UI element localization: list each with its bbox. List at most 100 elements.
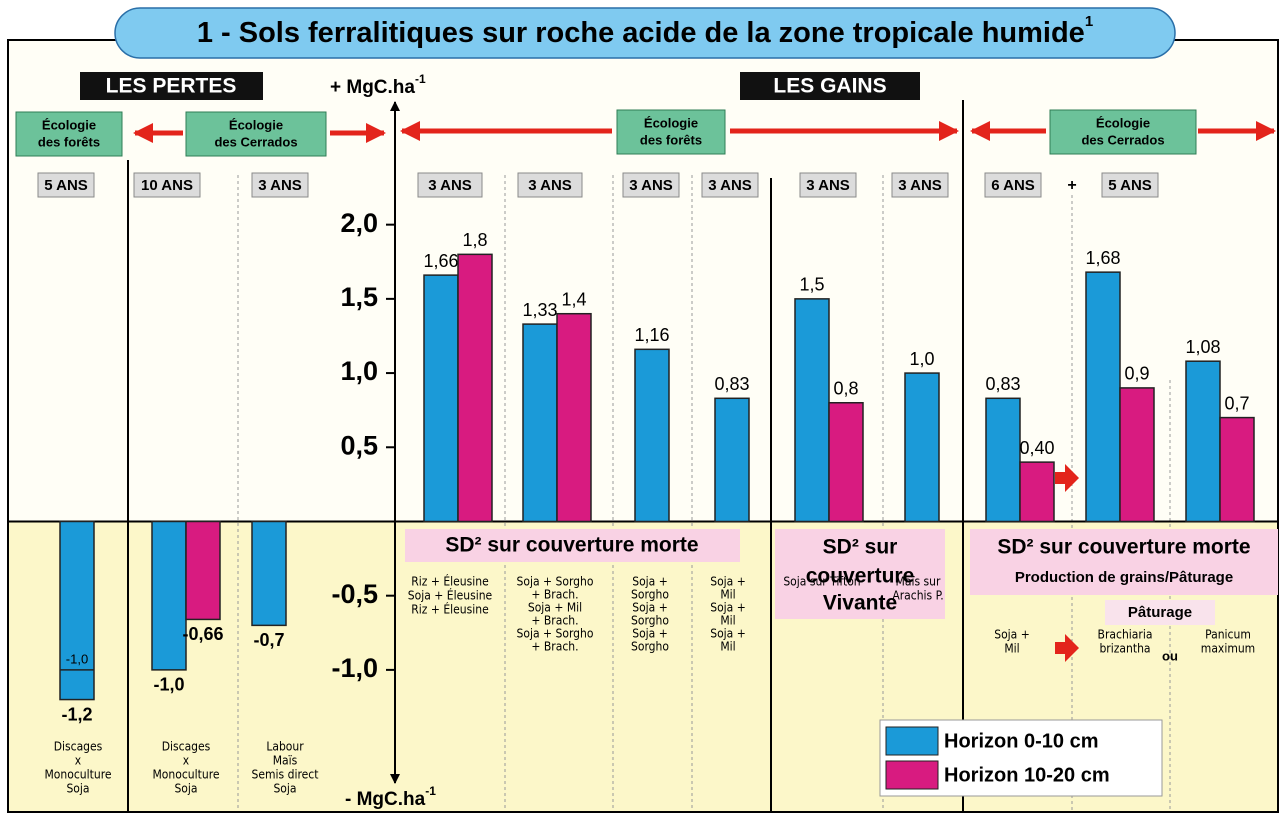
ecology-box: [185, 111, 327, 157]
duration-box: [891, 172, 949, 198]
note: x: [75, 754, 82, 768]
ecology-box: [616, 109, 726, 155]
value-label: -1,0: [153, 675, 184, 695]
pasture-box: [1105, 600, 1215, 625]
duration-box: [799, 172, 857, 198]
y-tick-label: -0,5: [331, 579, 378, 609]
dashed-dividers: [237, 175, 1171, 811]
ecology-label: Écologie: [644, 115, 698, 130]
note: Soja + Sorgho: [517, 627, 594, 641]
plus-sign: +: [1067, 177, 1076, 194]
bar: [904, 372, 940, 523]
y-label-bottom: - MgC.ha-1: [345, 784, 436, 810]
duration-label: 3 ANS: [806, 177, 850, 194]
value-label: 1,4: [561, 289, 586, 309]
note: Sorgho: [631, 588, 669, 602]
duration-box: [701, 172, 759, 198]
value-label: 1,33: [522, 300, 557, 320]
bar: [522, 323, 558, 523]
value-label: 1,8: [462, 230, 487, 250]
ecology-box: [15, 111, 123, 157]
dividers: [127, 100, 964, 811]
ecology-label: Écologie: [42, 117, 96, 132]
duration-box: [984, 172, 1042, 198]
note: Soja +: [710, 601, 746, 615]
or-label: ou: [1162, 648, 1178, 663]
note: Arachis P.: [892, 589, 943, 603]
chart-title: 1 - Sols ferralitiques sur roche acide d…: [197, 13, 1093, 49]
y-tick-label: 2,0: [340, 208, 378, 238]
ecology-label: des forêts: [38, 134, 100, 149]
bar: [714, 397, 750, 523]
note: Mil: [720, 588, 735, 602]
note: Discages: [162, 740, 211, 754]
note: Soja +: [632, 601, 668, 615]
value-label: 0,9: [1124, 364, 1149, 384]
duration-box: [417, 172, 483, 198]
section-box: [80, 72, 263, 100]
y-label-exponent: -1: [415, 72, 426, 86]
value-label: -0,7: [253, 630, 284, 650]
panel: [775, 529, 945, 619]
red-arrow: [1055, 634, 1079, 662]
duration-label: 3 ANS: [629, 177, 673, 194]
duration-label: 3 ANS: [898, 177, 942, 194]
panel-label: Production de grains/Pâturage: [1015, 569, 1233, 586]
note: + Brach.: [531, 588, 578, 602]
duration-box: [133, 172, 201, 198]
title-pill: [114, 7, 1176, 59]
section-box: [740, 72, 920, 100]
title-note: 1: [1085, 13, 1093, 30]
bar: [794, 298, 830, 523]
note: Soja +: [632, 575, 668, 589]
note: x: [183, 754, 190, 768]
note: Monoculture: [152, 768, 219, 782]
duration-label: 5 ANS: [1108, 177, 1152, 194]
y-label-exponent: -1: [425, 784, 436, 798]
title-text: 1 - Sols ferralitiques sur roche acide d…: [197, 17, 1085, 49]
note: Riz + Éleusine: [411, 602, 489, 617]
duration-box: [251, 172, 309, 198]
bar: [1219, 416, 1255, 523]
section-label: LES GAINS: [773, 75, 886, 98]
value-label: 1,68: [1085, 248, 1120, 268]
note: Soja + Sorgho: [517, 575, 594, 589]
bar: [457, 253, 493, 523]
bar: [423, 274, 459, 523]
note: Soja: [174, 782, 197, 796]
duration-label: 3 ANS: [528, 177, 572, 194]
legend-swatch: [885, 726, 939, 756]
bar: [1019, 461, 1055, 523]
note: Soja sur Tifton: [783, 575, 860, 589]
ecology-label: Écologie: [229, 117, 283, 132]
y-label-text: + MgC.ha: [330, 77, 415, 98]
duration-label: 10 ANS: [141, 177, 193, 194]
legend-swatch: [885, 760, 939, 790]
duration-box: [517, 172, 583, 198]
section-label: LES PERTES: [106, 75, 237, 98]
bar: [185, 520, 221, 621]
bar: [828, 402, 864, 523]
value-label: 0,83: [714, 374, 749, 394]
note: Soja: [66, 782, 89, 796]
note: Soja + Mil: [528, 601, 582, 615]
y-tick-label: 0,5: [340, 430, 378, 460]
note: Soja +: [710, 627, 746, 641]
note: brizantha: [1099, 642, 1150, 656]
y-tick-label: 1,5: [340, 282, 378, 312]
note: Mil: [720, 640, 735, 654]
note: Monoculture: [44, 768, 111, 782]
bar: [151, 520, 187, 671]
note: Soja: [273, 782, 296, 796]
panel-label: SD² sur couverture morte: [997, 536, 1250, 559]
note: Brachiaria: [1098, 628, 1153, 642]
bar: [59, 520, 95, 701]
note: Panicum: [1205, 628, 1251, 642]
red-arrow: [1055, 464, 1079, 492]
duration-label: 3 ANS: [258, 177, 302, 194]
note: Sorgho: [631, 640, 669, 654]
duration-label: 3 ANS: [708, 177, 752, 194]
duration-box: [1101, 172, 1159, 198]
range-arrows: [133, 121, 1276, 143]
